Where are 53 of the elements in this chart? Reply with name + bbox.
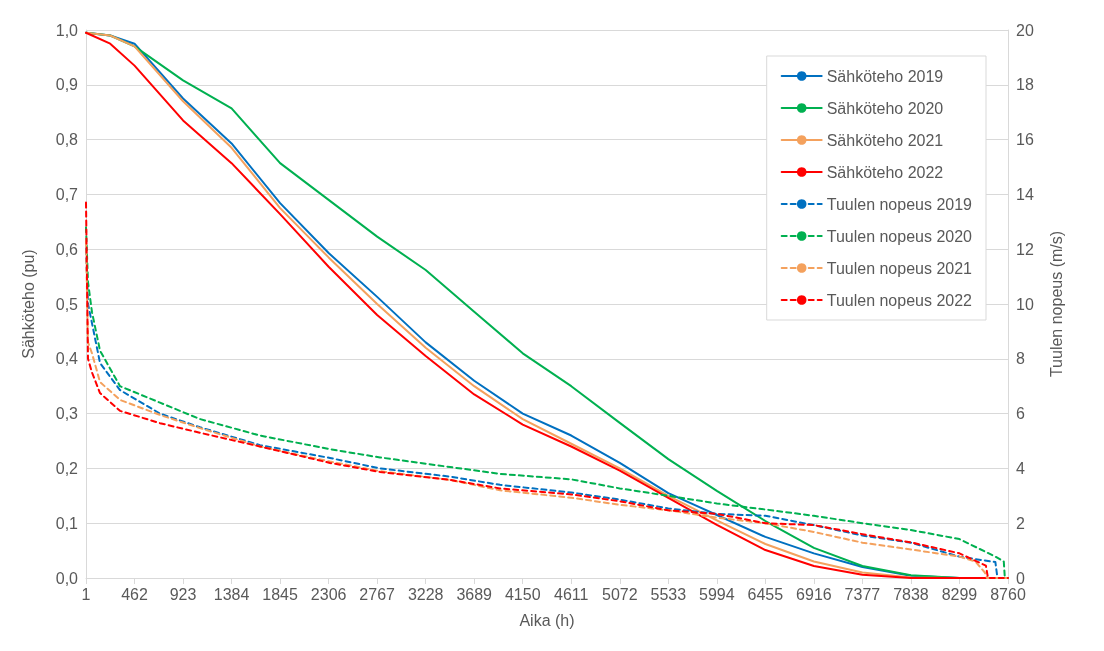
x-tick-label: 5994	[699, 585, 735, 603]
y2-tick-label: 10	[1016, 295, 1034, 313]
x-tick-label: 2767	[359, 585, 396, 603]
y2-tick-label: 8	[1016, 350, 1025, 368]
legend-label: Tuulen nopeus 2021	[826, 259, 973, 277]
y2-tick-label: 0	[1016, 569, 1025, 587]
legend-label: Tuulen nopeus 2022	[826, 291, 973, 309]
x-tick-label: 4611	[554, 585, 589, 603]
y-tick-label: 0,8	[55, 131, 79, 149]
x-tick-label: 5533	[650, 585, 687, 603]
y2-tick-label: 6	[1016, 405, 1025, 423]
y-tick-label: 0,9	[55, 76, 79, 94]
y2-tick-label: 4	[1016, 459, 1025, 477]
legend-label: Tuulen nopeus 2019	[826, 195, 973, 213]
legend-label: Sähköteho 2019	[826, 67, 944, 85]
legend-label: Sähköteho 2022	[826, 163, 944, 181]
y-tick-label: 0,2	[55, 459, 79, 477]
x-tick-label: 923	[169, 585, 197, 603]
x-tick-label: 462	[121, 585, 148, 603]
x-tick-label: 6916	[796, 585, 832, 603]
y2-tick-label: 14	[1016, 185, 1034, 203]
y2-tick-label: 12	[1016, 240, 1034, 258]
x-tick-label: 6455	[747, 585, 784, 603]
x-tick-label: 3228	[407, 585, 444, 603]
x-tick-label: 7838	[893, 585, 929, 603]
y-tick-label: 0,3	[55, 405, 79, 423]
y2-tick-label: 18	[1016, 76, 1034, 94]
legend-label: Sähköteho 2020	[826, 99, 944, 117]
x-tick-label: 8299	[941, 585, 978, 603]
y-tick-label: 0,1	[55, 514, 79, 532]
y-tick-label: 0,7	[55, 185, 79, 203]
x-tick-label: 8760	[990, 585, 1026, 603]
x-tick-label: 7377	[844, 585, 881, 603]
y-axis-title: Sähköteho (pu)	[19, 249, 37, 359]
y-tick-label: 0,6	[55, 240, 79, 258]
y-tick-label: 0,0	[55, 569, 79, 587]
y2-tick-label: 2	[1016, 514, 1025, 532]
x-tick-label: 1845	[262, 585, 298, 603]
x-tick-label: 4150	[504, 585, 541, 603]
y2-tick-label: 16	[1016, 131, 1034, 149]
y-tick-label: 1,0	[55, 21, 79, 39]
x-tick-label: 1384	[213, 585, 250, 603]
x-tick-label: 3689	[456, 585, 493, 603]
y2-tick-label: 20	[1016, 21, 1034, 39]
y2-axis-title: Tuulen nopeus (m/s)	[1047, 230, 1065, 378]
x-tick-label: 1	[81, 585, 91, 603]
legend-label: Sähköteho 2021	[826, 131, 944, 149]
y-tick-label: 0,4	[55, 350, 79, 368]
x-tick-label: 2306	[310, 585, 347, 603]
x-axis-title: Aika (h)	[519, 611, 575, 629]
legend-label: Tuulen nopeus 2020	[826, 227, 973, 245]
x-tick-label: 5072	[601, 585, 638, 603]
y-tick-label: 0,5	[55, 295, 79, 313]
